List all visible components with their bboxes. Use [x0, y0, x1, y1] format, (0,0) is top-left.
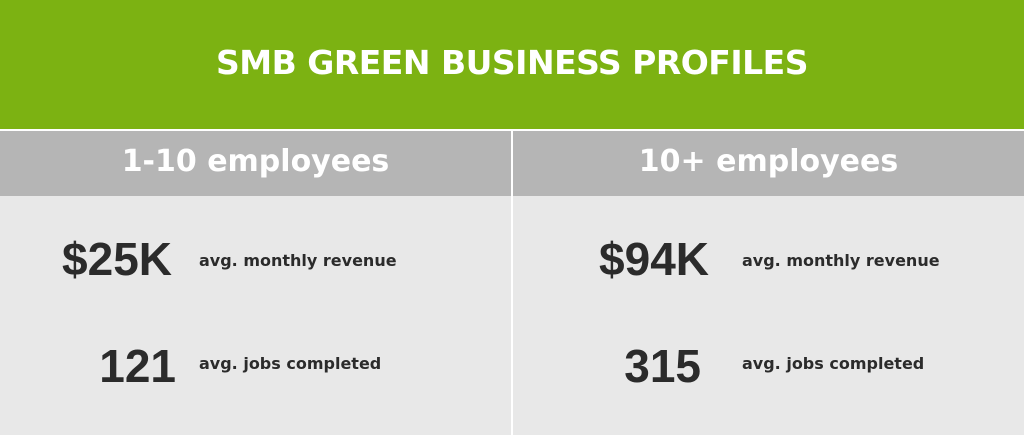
column-heading: 10+ employees — [638, 144, 899, 179]
revenue-value: $25K — [62, 233, 172, 285]
title-banner: SMB GREEN BUSINESS PROFILES — [0, 0, 1024, 129]
jobs-value: 315 — [624, 340, 701, 392]
column-small-business: 1-10 employees $25K avg. monthly revenue… — [0, 131, 511, 435]
column-large-business: 10+ employees $94K avg. monthly revenue … — [513, 131, 1024, 435]
column-header: 1-10 employees — [0, 131, 511, 196]
revenue-label: avg. monthly revenue — [742, 251, 940, 270]
page-title: SMB GREEN BUSINESS PROFILES — [216, 43, 808, 82]
column-heading: 1-10 employees — [121, 144, 390, 179]
jobs-label: avg. jobs completed — [742, 354, 925, 373]
jobs-label: avg. jobs completed — [199, 354, 382, 373]
revenue-label: avg. monthly revenue — [199, 251, 397, 270]
jobs-value: 121 — [99, 340, 176, 392]
column-header: 10+ employees — [513, 131, 1024, 196]
revenue-value: $94K — [599, 233, 709, 285]
column-divider — [511, 129, 513, 435]
